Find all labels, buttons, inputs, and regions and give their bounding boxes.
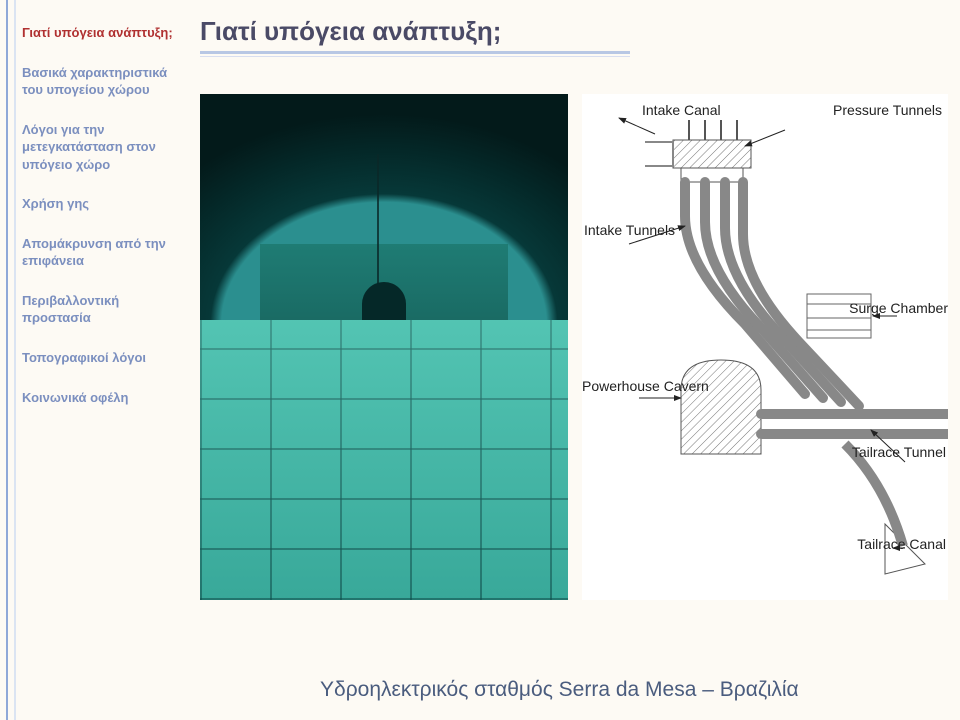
label-tailrace-tunnel: Tailrace Tunnel xyxy=(852,444,946,460)
label-tailrace-canal: Tailrace Canal xyxy=(857,536,946,552)
sidebar-item-5[interactable]: Περιβαλλοντική προστασία xyxy=(22,292,174,327)
content-row: Intake Canal Pressure Tunnels Intake Tun… xyxy=(200,94,948,658)
sidebar-item-label: Τοπογραφικοί λόγοι xyxy=(22,350,146,365)
left-rail-divider xyxy=(0,0,8,720)
sidebar-item-label: Χρήση γης xyxy=(22,196,89,211)
sidebar-item-4[interactable]: Απομάκρυνση από την επιφάνεια xyxy=(22,235,174,270)
label-intake-canal: Intake Canal xyxy=(642,102,721,118)
label-surge-chamber: Surge Chamber xyxy=(849,300,948,316)
title-underline-2 xyxy=(200,56,630,57)
hydroplant-diagram: Intake Canal Pressure Tunnels Intake Tun… xyxy=(582,94,948,600)
label-pressure-tunnels: Pressure Tunnels xyxy=(833,102,942,118)
label-intake-tunnels: Intake Tunnels xyxy=(584,222,675,238)
sidebar-item-label: Απομάκρυνση από την επιφάνεια xyxy=(22,236,166,269)
page-title: Γιατί υπόγεια ανάπτυξη; xyxy=(200,16,948,49)
sidebar-item-label: Περιβαλλοντική προστασία xyxy=(22,293,119,326)
sidebar-item-7[interactable]: Κοινωνικά οφέλη xyxy=(22,389,174,407)
label-powerhouse: Powerhouse Cavern xyxy=(582,378,709,394)
main-content: Γιατί υπόγεια ανάπτυξη; xyxy=(200,16,948,708)
sidebar-item-label: Γιατί υπόγεια ανάπτυξη; xyxy=(22,25,173,40)
sidebar-item-0[interactable]: Γιατί υπόγεια ανάπτυξη; xyxy=(22,24,174,42)
photo-cable xyxy=(377,154,379,284)
figure-caption: Υδροηλεκτρικός σταθμός Serra da Mesa – Β… xyxy=(320,678,799,702)
sidebar-item-label: Βασικά χαρακτηριστικά του υπογείου χώρου xyxy=(22,65,167,98)
title-underline xyxy=(200,51,630,54)
sidebar-item-label: Κοινωνικά οφέλη xyxy=(22,390,128,405)
sidebar-nav: Γιατί υπόγεια ανάπτυξη; Βασικά χαρακτηρι… xyxy=(22,24,174,428)
sidebar-item-1[interactable]: Βασικά χαρακτηριστικά του υπογείου χώρου xyxy=(22,64,174,99)
sidebar-item-label: Λόγοι για την μετεγκατάσταση στον υπόγει… xyxy=(22,122,156,172)
sidebar-item-2[interactable]: Λόγοι για την μετεγκατάσταση στον υπόγει… xyxy=(22,121,174,174)
diagram-svg xyxy=(582,94,948,600)
photo-floor xyxy=(200,320,568,600)
sidebar-item-6[interactable]: Τοπογραφικοί λόγοι xyxy=(22,349,174,367)
cavern-photo xyxy=(200,94,568,600)
sidebar-item-3[interactable]: Χρήση γης xyxy=(22,195,174,213)
